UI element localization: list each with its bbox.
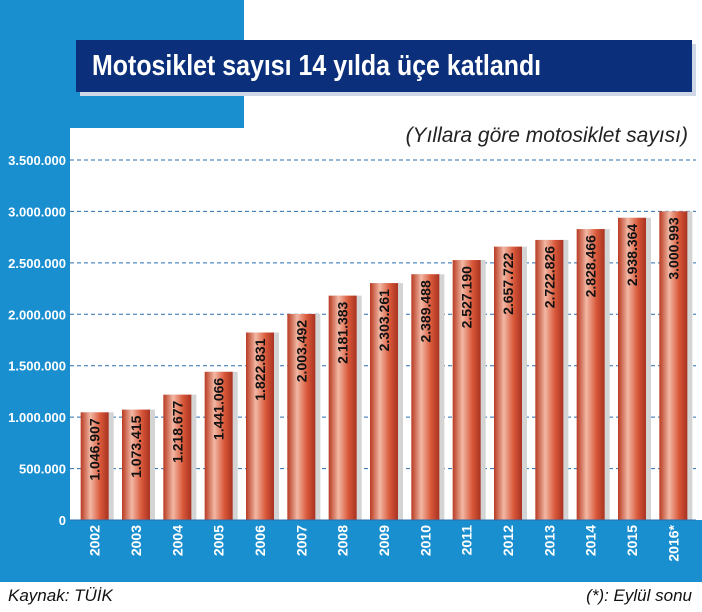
- footnote: (*): Eylül sonu: [586, 586, 692, 605]
- data-label: 1.073.415: [128, 415, 144, 477]
- title-banner: Motosiklet sayısı 14 yılda üçe katlandı: [76, 40, 692, 92]
- bar: [494, 246, 522, 520]
- bar: [328, 295, 357, 520]
- x-tick-label: 2015: [624, 525, 640, 556]
- y-tick-label: 500.000: [19, 462, 66, 477]
- bar: [163, 394, 192, 520]
- bar: [80, 412, 109, 520]
- bar: [618, 217, 646, 520]
- x-tick-label: 2016*: [665, 524, 681, 561]
- data-label: 2.657.722: [500, 252, 516, 314]
- bar: [204, 371, 233, 520]
- x-tick-label: 2012: [500, 525, 516, 556]
- x-tick-label: 2008: [335, 525, 351, 556]
- x-tick-label: 2009: [376, 525, 392, 556]
- data-label: 2.722.826: [541, 246, 557, 308]
- data-label: 1.218.677: [169, 400, 185, 462]
- x-axis-band: [70, 520, 702, 582]
- chart-subtitle: (Yıllara göre motosiklet sayısı): [405, 124, 688, 147]
- y-tick-label: 2.000.000: [8, 307, 66, 322]
- x-tick-label: 2011: [459, 525, 475, 556]
- bar: [576, 229, 605, 520]
- x-tick-label: 2003: [128, 525, 144, 556]
- data-label: 2.003.492: [293, 320, 309, 382]
- x-tick-label: 2013: [541, 525, 557, 556]
- data-label: 2.938.364: [624, 224, 640, 286]
- x-tick-label: 2014: [583, 525, 599, 556]
- footer-band: [0, 582, 702, 612]
- bar: [411, 274, 440, 520]
- source-note: Kaynak: TÜİK: [8, 586, 113, 605]
- data-label: 2.303.261: [376, 289, 392, 351]
- data-label: 2.527.190: [459, 266, 475, 328]
- bar: [246, 332, 274, 520]
- chart-title: Motosiklet sayısı 14 yılda üçe katlandı: [92, 50, 542, 82]
- data-label: 3.000.993: [665, 217, 681, 279]
- data-label: 1.822.831: [252, 338, 268, 400]
- bar: [287, 313, 316, 520]
- y-tick-label: 1.500.000: [8, 359, 66, 374]
- y-tick-label: 3.000.000: [8, 204, 66, 219]
- x-tick-label: 2006: [252, 525, 268, 556]
- bar: [452, 260, 481, 520]
- bar: [122, 409, 150, 520]
- data-label: 2.181.383: [335, 301, 351, 363]
- y-tick-label: 2.500.000: [8, 256, 66, 271]
- data-label: 1.441.066: [211, 378, 227, 440]
- x-tick-label: 2007: [293, 525, 309, 556]
- data-label: 2.828.466: [583, 235, 599, 297]
- bar: [659, 211, 688, 521]
- bar: [535, 239, 564, 520]
- y-tick-label: 3.500.000: [8, 153, 66, 168]
- x-tick-label: 2005: [211, 525, 227, 556]
- x-tick-label: 2010: [417, 525, 433, 556]
- bar: [370, 283, 398, 520]
- data-label: 2.389.488: [417, 280, 433, 342]
- data-label: 1.046.907: [87, 418, 103, 480]
- y-tick-label: 0: [59, 513, 66, 528]
- x-tick-label: 2002: [87, 525, 103, 556]
- x-tick-label: 2004: [169, 525, 185, 556]
- y-tick-label: 1.000.000: [8, 410, 66, 425]
